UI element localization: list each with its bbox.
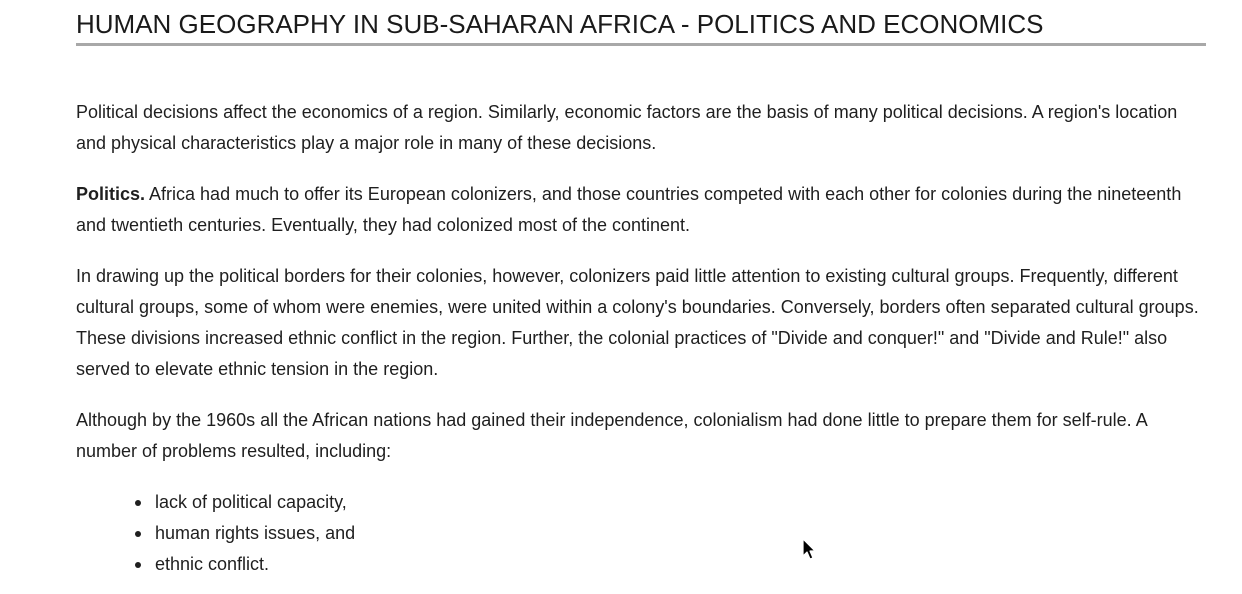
politics-paragraph: Politics. Africa had much to offer its E… <box>76 179 1206 241</box>
politics-text: Africa had much to offer its European co… <box>76 184 1182 235</box>
list-item: lack of political capacity, <box>135 487 1206 518</box>
document-page: HUMAN GEOGRAPHY IN SUB-SAHARAN AFRICA - … <box>76 0 1206 580</box>
document-body: Political decisions affect the economics… <box>76 46 1206 580</box>
intro-paragraph: Political decisions affect the economics… <box>76 102 1178 153</box>
title-divider <box>76 43 1206 46</box>
problems-list: lack of political capacity, human rights… <box>76 487 1206 580</box>
page-title: HUMAN GEOGRAPHY IN SUB-SAHARAN AFRICA - … <box>76 9 1044 39</box>
borders-paragraph: In drawing up the political borders for … <box>76 266 1199 379</box>
list-item: ethnic conflict. <box>135 549 1206 580</box>
list-item: human rights issues, and <box>135 518 1206 549</box>
independence-paragraph: Although by the 1960s all the African na… <box>76 410 1147 461</box>
politics-label: Politics. <box>76 184 146 204</box>
mouse-pointer-icon <box>802 538 816 560</box>
